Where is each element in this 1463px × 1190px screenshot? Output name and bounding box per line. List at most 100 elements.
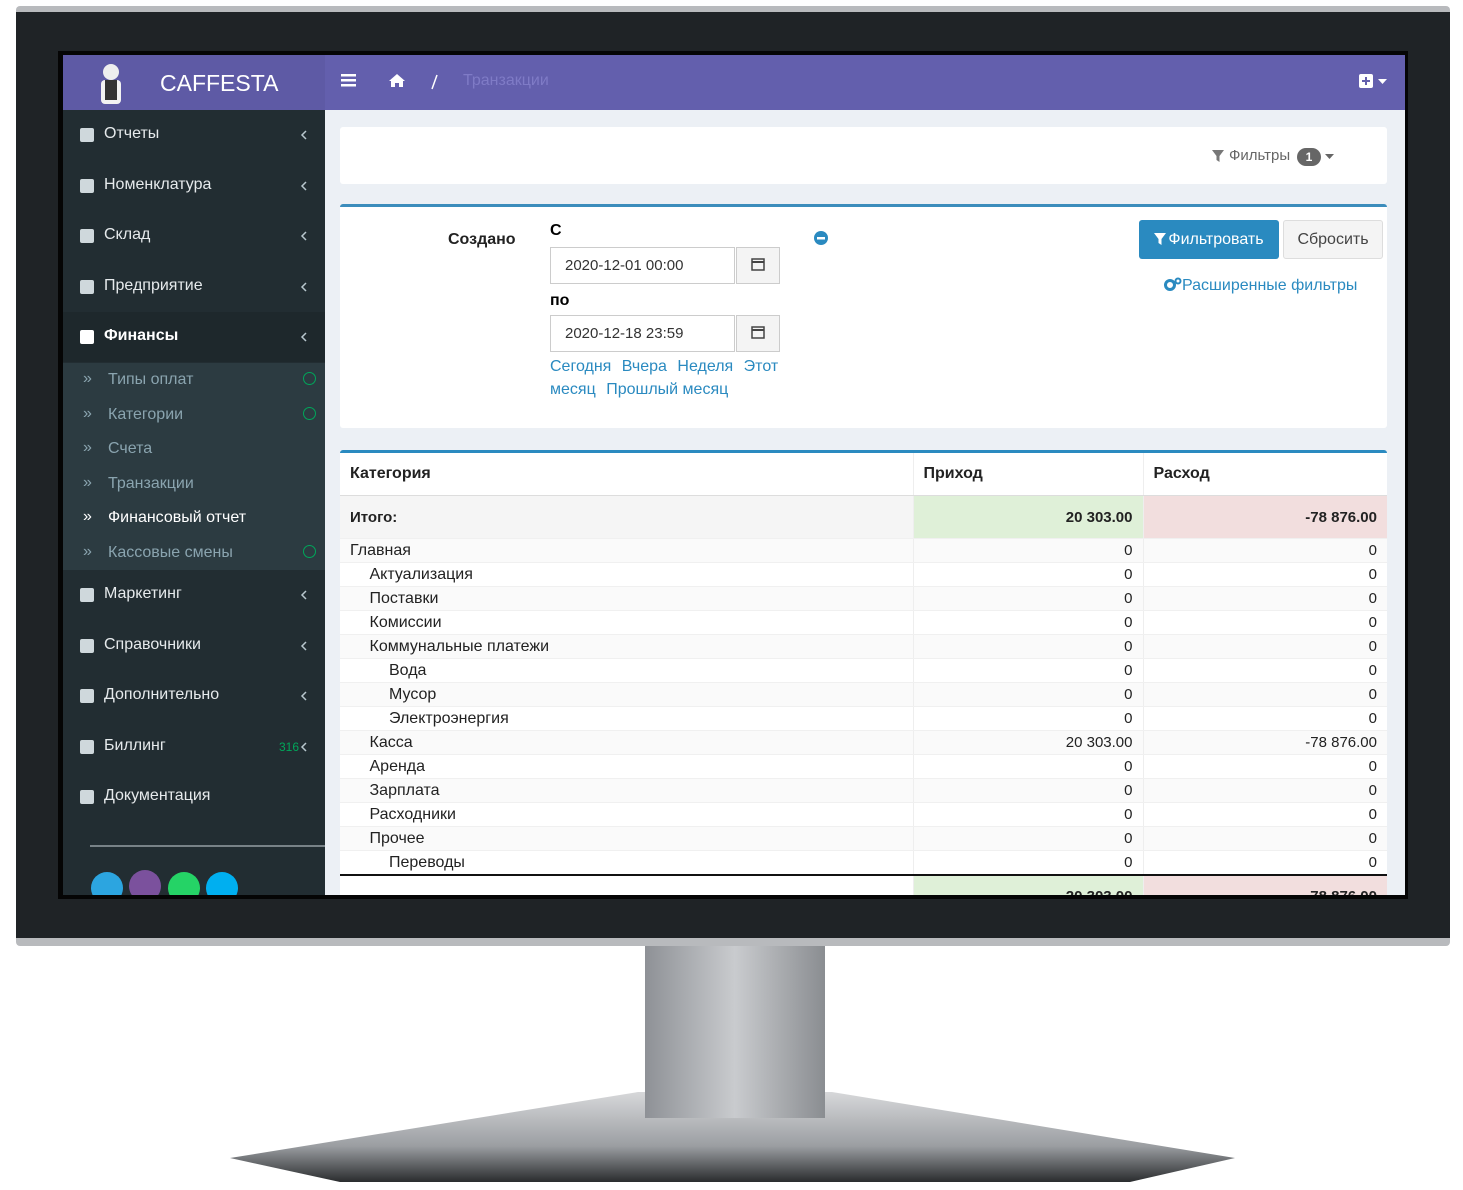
from-calendar[interactable] (736, 247, 780, 284)
date-preset[interactable]: Вчера (621, 358, 667, 375)
logo[interactable]: CAFFESTA (63, 55, 325, 110)
sidebar-item[interactable]: Маркетинг (63, 570, 325, 620)
item-icon (80, 128, 94, 142)
income-cell: 0 (912, 706, 1143, 731)
expense-cell: 0 (1142, 610, 1387, 635)
to-calendar[interactable] (736, 315, 780, 352)
sidebar-item[interactable]: Номенклатура (63, 161, 325, 211)
expense-cell: -78 876.00 (1142, 730, 1387, 755)
category-label: Поставки (340, 586, 913, 611)
expense-cell: 0 (1142, 754, 1387, 779)
chevron (300, 640, 307, 651)
home-link[interactable] (389, 73, 409, 89)
sidebar-item[interactable]: Справочники (63, 621, 325, 671)
sidebar-item[interactable]: Биллинг 316 (63, 722, 325, 772)
topbar: Транзакции (325, 55, 1405, 110)
expense-cell: 0 (1142, 658, 1387, 683)
item-label: Справочники (104, 635, 201, 653)
sidebar-item[interactable]: Документация (63, 772, 325, 822)
date-preset[interactable]: Сегодня (550, 358, 612, 375)
submenu-arrow: » (83, 542, 92, 560)
date-preset[interactable]: Неделя (677, 358, 734, 375)
submenu-item[interactable]: » Финансовый отчет (63, 501, 325, 535)
category-row: Актуализация 0 0 (340, 562, 1387, 587)
expense-cell: 0 (1142, 562, 1387, 587)
help-icon (303, 406, 316, 420)
date-preset[interactable]: Прошлый месяц (606, 381, 729, 398)
item-icon (80, 689, 94, 703)
to-label: по (550, 292, 570, 309)
category-label: Прочее (340, 826, 913, 851)
column-header: Категория (340, 453, 913, 496)
submenu-item[interactable]: » Кассовые смены (63, 536, 325, 570)
submenu-label: Категории (108, 405, 184, 423)
category-label: Главная (340, 538, 913, 563)
expense-cell: 0 (1142, 706, 1387, 731)
add-menu[interactable] (1358, 73, 1394, 91)
sidebar-item[interactable]: Предприятие (63, 262, 325, 312)
category-label: Электроэнергия (340, 706, 913, 731)
item-icon (80, 279, 94, 294)
income-cell: 0 (912, 826, 1143, 851)
item-icon (80, 638, 94, 653)
sidebar-item[interactable]: Склад (63, 211, 325, 261)
sidebar-item[interactable]: Отчеты (63, 110, 325, 160)
filters-toggle[interactable]: Фильтры (1229, 147, 1291, 164)
item-label: Биллинг (104, 736, 166, 754)
from-label: С (550, 222, 562, 239)
sidebar-item[interactable]: Финансы (63, 312, 325, 362)
item-label: Маркетинг (104, 585, 182, 602)
remove-filter[interactable] (814, 231, 830, 247)
category-label: Актуализация (340, 562, 913, 587)
income-cell: 0 (912, 778, 1143, 803)
category-label: Мусор (340, 682, 913, 707)
category-label: Вода (340, 658, 913, 683)
help-icon (303, 544, 316, 558)
submenu-item[interactable]: » Категории (63, 398, 325, 432)
reset-button[interactable]: Сбросить (1283, 220, 1383, 259)
item-icon (80, 178, 94, 193)
submenu-item[interactable]: » Счета (63, 432, 325, 466)
category-row: Мусор 0 0 (340, 682, 1387, 707)
category-row: Зарплата 0 0 (340, 778, 1387, 803)
filter-icon (1154, 233, 1167, 245)
income-cell: 0 (912, 802, 1143, 827)
expense-cell: 0 (1142, 802, 1387, 827)
brand: CAFFESTA (160, 70, 279, 96)
income-cell: 0 (912, 610, 1143, 635)
to-input[interactable]: 2020-12-18 23:59 (550, 315, 735, 352)
income-cell: 0 (912, 586, 1143, 611)
submenu-label: Транзакции (108, 474, 194, 492)
sidebar-item[interactable]: Дополнительно (63, 671, 325, 721)
advanced-filters[interactable]: Расширенные фильтры (1164, 277, 1357, 295)
category-label: Коммунальные платежи (340, 634, 913, 659)
submenu-label: Типы оплат (108, 371, 194, 388)
expense-cell: 0 (1142, 778, 1387, 803)
category-row: Коммунальные платежи 0 0 (340, 634, 1387, 659)
submenu-item[interactable]: » Типы оплат (63, 363, 325, 397)
chevron (300, 130, 307, 140)
logo-icon (101, 64, 121, 104)
expense-cell: 0 (1142, 682, 1387, 707)
category-label: Расходники (340, 802, 913, 827)
category-row: Касса 20 303.00 -78 876.00 (340, 730, 1387, 755)
breadcrumb: Транзакции (463, 72, 549, 89)
chevron (300, 180, 307, 191)
item-icon (80, 330, 94, 344)
submenu-arrow: » (83, 473, 92, 491)
from-input[interactable]: 2020-12-01 00:00 (550, 247, 735, 284)
menu-toggle[interactable] (341, 73, 361, 89)
submenu-item[interactable]: » Транзакции (63, 467, 325, 501)
chevron (300, 332, 307, 342)
date-preset[interactable]: Этот месяц (550, 358, 779, 398)
chevron (300, 590, 307, 600)
chevron (300, 281, 307, 292)
income-cell: 0 (912, 634, 1143, 659)
submenu-label: Счета (108, 440, 153, 457)
field-label: Создано (448, 231, 516, 248)
apply-label: Фильтровать (1168, 231, 1264, 248)
date-presets: Сегодня Вчера Неделя Этот месяц Прошлый … (550, 355, 780, 401)
item-label: Дополнительно (104, 686, 220, 703)
apply-button[interactable]: Фильтровать (1139, 220, 1279, 259)
